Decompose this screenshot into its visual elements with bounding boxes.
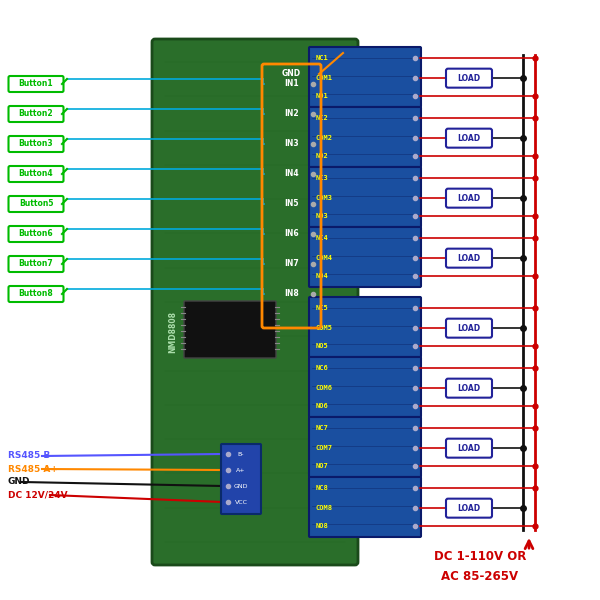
FancyBboxPatch shape xyxy=(446,68,492,88)
FancyBboxPatch shape xyxy=(309,477,421,537)
FancyBboxPatch shape xyxy=(309,297,421,357)
Text: LOAD: LOAD xyxy=(457,74,481,83)
Text: COM8: COM8 xyxy=(316,505,333,511)
Text: GND: GND xyxy=(8,478,31,487)
Text: LOAD: LOAD xyxy=(457,194,481,203)
Text: IN6: IN6 xyxy=(284,229,299,238)
FancyBboxPatch shape xyxy=(8,106,64,122)
FancyBboxPatch shape xyxy=(309,417,421,477)
Text: NMD8808: NMD8808 xyxy=(169,311,178,353)
Text: IN7: IN7 xyxy=(284,259,299,269)
Text: IN3: IN3 xyxy=(284,139,299,148)
Text: NC1: NC1 xyxy=(316,55,329,61)
FancyBboxPatch shape xyxy=(8,76,64,92)
Text: LOAD: LOAD xyxy=(457,254,481,263)
Text: NC4: NC4 xyxy=(316,235,329,241)
Text: NO6: NO6 xyxy=(316,403,329,409)
Text: RS485 A+: RS485 A+ xyxy=(8,464,58,473)
Text: NC7: NC7 xyxy=(316,425,329,431)
FancyBboxPatch shape xyxy=(446,248,492,268)
FancyBboxPatch shape xyxy=(8,196,64,212)
Text: NO2: NO2 xyxy=(316,152,329,158)
FancyBboxPatch shape xyxy=(152,39,358,565)
Text: Button7: Button7 xyxy=(19,259,53,269)
Text: LOAD: LOAD xyxy=(457,443,481,452)
Text: VCC: VCC xyxy=(235,499,248,505)
FancyBboxPatch shape xyxy=(446,379,492,398)
Text: IN8: IN8 xyxy=(284,289,299,298)
Text: IN1: IN1 xyxy=(284,79,299,88)
FancyBboxPatch shape xyxy=(8,166,64,182)
FancyBboxPatch shape xyxy=(446,188,492,208)
Text: Button2: Button2 xyxy=(19,109,53,118)
Text: NO7: NO7 xyxy=(316,463,329,469)
Text: COM2: COM2 xyxy=(316,135,333,141)
Text: B-: B- xyxy=(238,451,244,457)
Text: AC 85-265V: AC 85-265V xyxy=(442,569,518,583)
FancyBboxPatch shape xyxy=(446,439,492,458)
FancyBboxPatch shape xyxy=(184,301,276,358)
FancyBboxPatch shape xyxy=(446,319,492,338)
Text: Button8: Button8 xyxy=(19,289,53,298)
Text: LOAD: LOAD xyxy=(457,323,481,332)
Text: COM4: COM4 xyxy=(316,255,333,261)
Text: LOAD: LOAD xyxy=(457,503,481,512)
Text: NO8: NO8 xyxy=(316,523,329,529)
FancyBboxPatch shape xyxy=(8,256,64,272)
FancyBboxPatch shape xyxy=(8,286,64,302)
Text: IN2: IN2 xyxy=(284,109,299,118)
Text: NO5: NO5 xyxy=(316,343,329,349)
Text: NC5: NC5 xyxy=(316,305,329,311)
Text: COM7: COM7 xyxy=(316,445,333,451)
Text: Button4: Button4 xyxy=(19,169,53,179)
Text: NO3: NO3 xyxy=(316,212,329,218)
Text: COM6: COM6 xyxy=(316,385,333,391)
Text: NO1: NO1 xyxy=(316,92,329,98)
Text: COM1: COM1 xyxy=(316,75,333,81)
Text: RS485 B-: RS485 B- xyxy=(8,451,54,461)
FancyBboxPatch shape xyxy=(221,444,261,514)
FancyBboxPatch shape xyxy=(309,167,421,227)
Text: Button3: Button3 xyxy=(19,139,53,148)
FancyBboxPatch shape xyxy=(8,226,64,242)
Text: GND: GND xyxy=(234,484,248,488)
FancyBboxPatch shape xyxy=(309,227,421,287)
FancyBboxPatch shape xyxy=(446,128,492,148)
Text: Button5: Button5 xyxy=(19,199,53,208)
Text: NO4: NO4 xyxy=(316,272,329,278)
Text: DC 12V/24V: DC 12V/24V xyxy=(8,491,68,499)
FancyBboxPatch shape xyxy=(8,136,64,152)
Text: LOAD: LOAD xyxy=(457,383,481,392)
Text: NC8: NC8 xyxy=(316,485,329,491)
Text: COM5: COM5 xyxy=(316,325,333,331)
Text: NC6: NC6 xyxy=(316,365,329,371)
Text: COM3: COM3 xyxy=(316,195,333,201)
Text: Button1: Button1 xyxy=(19,79,53,88)
Text: IN5: IN5 xyxy=(284,199,299,208)
Text: Button6: Button6 xyxy=(19,229,53,238)
FancyBboxPatch shape xyxy=(309,47,421,107)
Text: NC2: NC2 xyxy=(316,115,329,121)
FancyBboxPatch shape xyxy=(309,357,421,417)
Text: NC3: NC3 xyxy=(316,175,329,181)
Text: A+: A+ xyxy=(236,467,246,473)
FancyBboxPatch shape xyxy=(309,107,421,167)
FancyBboxPatch shape xyxy=(446,499,492,518)
Text: LOAD: LOAD xyxy=(457,134,481,143)
Text: GND: GND xyxy=(282,70,301,79)
Text: IN4: IN4 xyxy=(284,169,299,179)
Text: DC 1-110V OR: DC 1-110V OR xyxy=(434,550,526,563)
